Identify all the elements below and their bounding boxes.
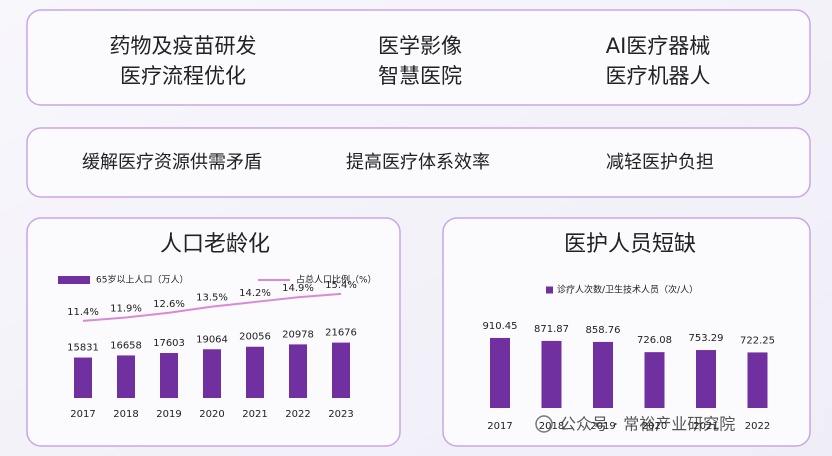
bar	[593, 341, 613, 408]
x-tick-label: 2018	[539, 421, 564, 432]
line-value-label: 13.5%	[196, 293, 228, 304]
top-box	[26, 9, 811, 106]
bar-value-label: 21676	[325, 328, 357, 339]
legend-swatch	[546, 286, 553, 294]
bar-value-label: 871.87	[534, 324, 569, 335]
x-tick-label: 2020	[642, 421, 667, 432]
bar	[490, 337, 510, 408]
middle-box	[26, 127, 811, 198]
bar	[289, 344, 307, 398]
bar-value-label: 753.29	[689, 333, 724, 344]
line-value-label: 14.9%	[282, 283, 314, 294]
box-text: 医疗流程优化	[120, 64, 246, 88]
wechat-icon	[535, 415, 553, 433]
x-tick-label: 2019	[156, 409, 181, 420]
right-panel	[442, 217, 811, 447]
bar	[644, 352, 665, 408]
line-value-label: 11.9%	[110, 304, 142, 315]
x-tick-label: 2021	[242, 409, 267, 420]
x-tick-label: 2017	[487, 421, 512, 432]
x-tick-label: 2017	[70, 409, 95, 420]
x-tick-label: 2023	[328, 409, 353, 420]
legend-label: 诊疗人次数/卫生技术人员（次/人）	[557, 284, 698, 296]
line-value-label: 15.4%	[325, 280, 357, 291]
legend-swatch	[58, 276, 90, 284]
bar	[203, 349, 221, 398]
box-text: 减轻医护负担	[606, 152, 714, 173]
bar-value-label: 17603	[153, 338, 185, 349]
bar-value-label: 726.08	[637, 335, 672, 346]
x-tick-label: 2021	[693, 421, 718, 432]
bar	[747, 352, 768, 408]
box-text: 智慧医院	[378, 64, 462, 88]
box-text: 医学影像	[378, 34, 462, 58]
bar-value-label: 20056	[239, 332, 271, 343]
legend-label: 占总人口比例（%）	[296, 274, 377, 286]
box-text: 提高医疗体系效率	[346, 152, 490, 173]
box-text: AI医疗器械	[606, 34, 711, 58]
line	[82, 292, 342, 322]
box-text: 医疗机器人	[606, 64, 711, 88]
bar	[117, 355, 135, 398]
bar	[541, 340, 562, 408]
line-value-label: 12.6%	[153, 299, 185, 310]
line-value-label: 11.4%	[67, 307, 99, 318]
line-value-label: 14.2%	[239, 288, 271, 299]
x-tick-label: 2022	[285, 409, 310, 420]
x-tick-label: 2020	[199, 409, 224, 420]
bar-value-label: 19064	[196, 334, 228, 345]
bar	[696, 350, 716, 408]
bar	[246, 346, 264, 398]
x-tick-label: 2022	[745, 421, 770, 432]
bar-value-label: 16658	[110, 340, 142, 351]
box-text: 药物及疫苗研发	[110, 34, 257, 58]
box-text: 缓解医疗资源供需矛盾	[82, 152, 262, 173]
x-tick-label: 2018	[113, 409, 138, 420]
bar-value-label: 858.76	[586, 325, 621, 336]
bar	[332, 342, 350, 398]
bar-value-label: 20978	[282, 329, 314, 340]
x-tick-label: 2019	[590, 421, 615, 432]
bar	[74, 357, 92, 398]
bar-value-label: 15831	[67, 343, 99, 354]
chart-title: 医护人员短缺	[564, 232, 696, 257]
bar-value-label: 910.45	[483, 321, 518, 332]
footer: 公众号 · 常裕产业研究院	[560, 415, 735, 434]
chart-title: 人口老龄化	[160, 232, 270, 257]
bar	[160, 353, 178, 398]
bar-value-label: 722.25	[740, 335, 775, 346]
legend-label: 65岁以上人口（万人）	[96, 274, 188, 286]
